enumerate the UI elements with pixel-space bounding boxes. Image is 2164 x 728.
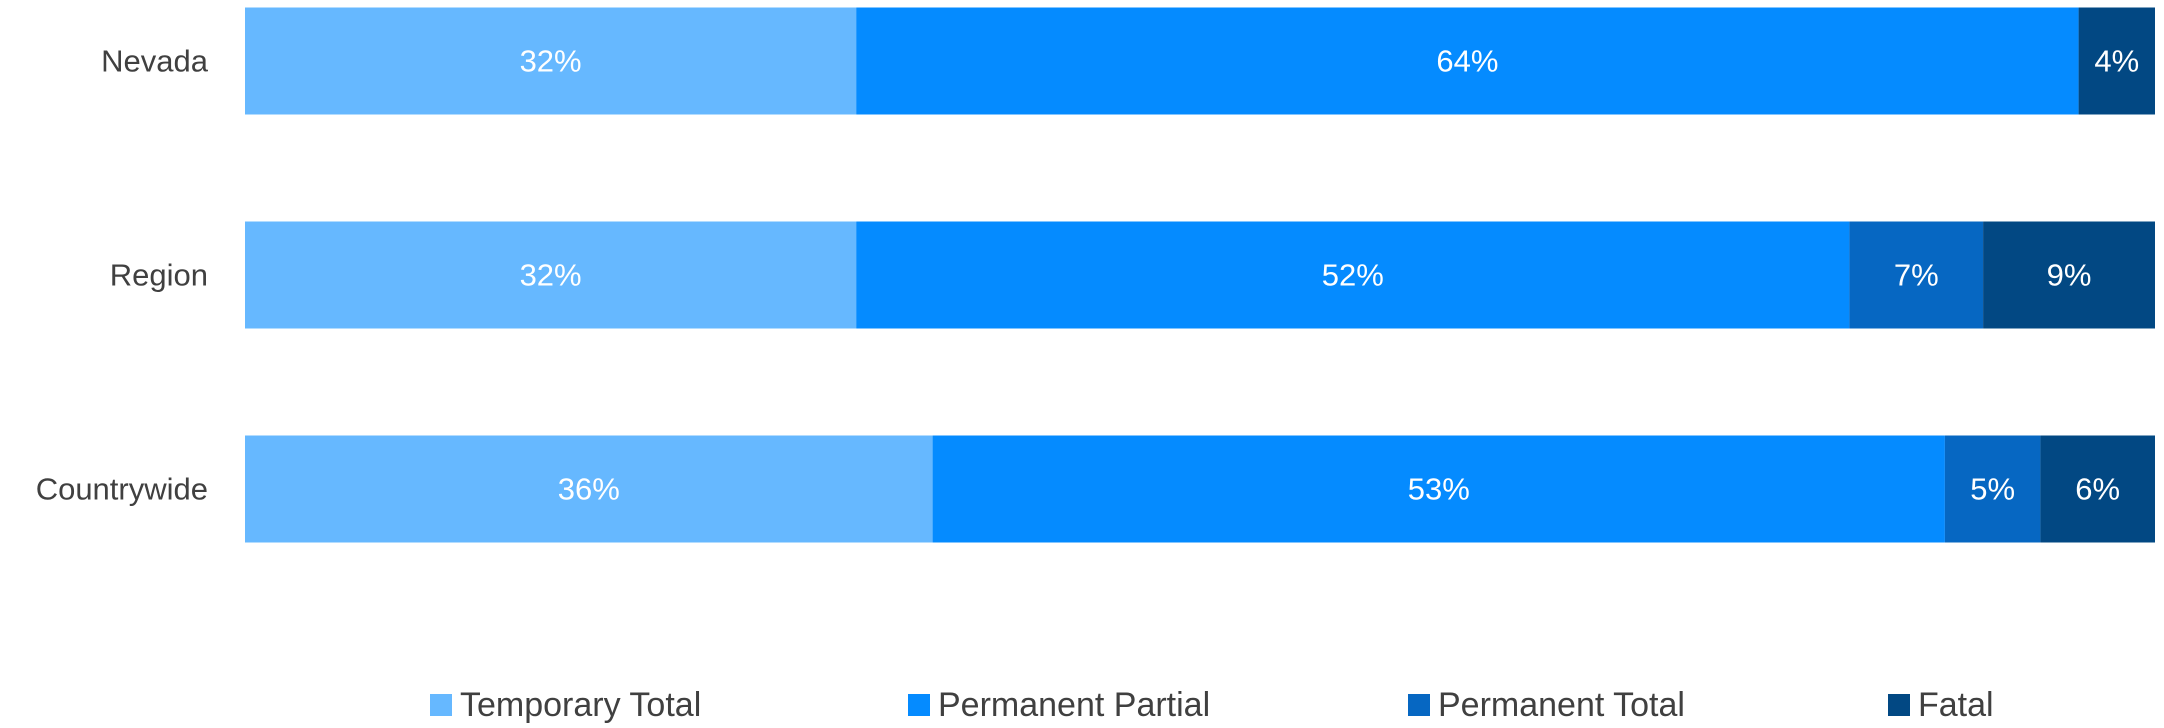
bar-segment-nevada-temporary-total: [245, 7, 857, 115]
data-label-nevada-permanent-partial: 64%: [1436, 44, 1498, 79]
legend: Temporary Total Permanent Partial Permanen…: [430, 686, 1994, 724]
bar-segment-region-permanent-partial: [856, 221, 1850, 329]
bar-segment-countrywide-permanent-partial: [932, 435, 1945, 543]
bar-segment-nevada-fatal: [2078, 7, 2155, 115]
bar-segment-countrywide-fatal: [2040, 435, 2155, 543]
category-label-region: Region: [110, 258, 208, 293]
legend-swatch-permanent-partial: [908, 694, 930, 716]
data-label-countrywide-permanent-total: 5%: [1970, 472, 2015, 507]
bar-segment-nevada-permanent-partial: [856, 7, 2079, 115]
data-label-region-permanent-partial: 52%: [1322, 258, 1384, 293]
legend-label-fatal: Fatal: [1918, 686, 1994, 723]
data-label-region-fatal: 9%: [2047, 258, 2092, 293]
bar-segment-region-fatal: [1983, 221, 2155, 329]
data-label-nevada-temporary-total: 32%: [520, 44, 582, 79]
data-label-region-temporary-total: 32%: [520, 258, 582, 293]
legend-label-permanent-partial: Permanent Partial: [938, 686, 1210, 723]
data-label-countrywide-permanent-partial: 53%: [1408, 472, 1470, 507]
category-label-countrywide: Countrywide: [36, 472, 208, 507]
data-label-countrywide-temporary-total: 36%: [558, 472, 620, 507]
legend-swatch-fatal: [1888, 694, 1910, 716]
legend-swatch-permanent-total: [1408, 694, 1430, 716]
legend-label-permanent-total: Permanent Total: [1438, 686, 1685, 723]
bar-segment-region-temporary-total: [245, 221, 857, 329]
bar-segment-region-permanent-total: [1849, 221, 1984, 329]
legend-label-temporary-total: Temporary Total: [460, 686, 701, 723]
bar-segment-countrywide-temporary-total: [245, 435, 933, 543]
data-label-region-permanent-total: 7%: [1894, 258, 1939, 293]
data-label-countrywide-fatal: 6%: [2075, 472, 2120, 507]
plot-area: Nevada 32% 64% 4% Region 32% 52% 7% 9% Countrywid…: [36, 7, 2155, 543]
category-label-nevada: Nevada: [101, 44, 209, 79]
bar-segment-countrywide-permanent-total: [1944, 435, 2041, 543]
data-label-nevada-fatal: 4%: [2094, 44, 2139, 79]
legend-swatch-temporary-total: [430, 694, 452, 716]
